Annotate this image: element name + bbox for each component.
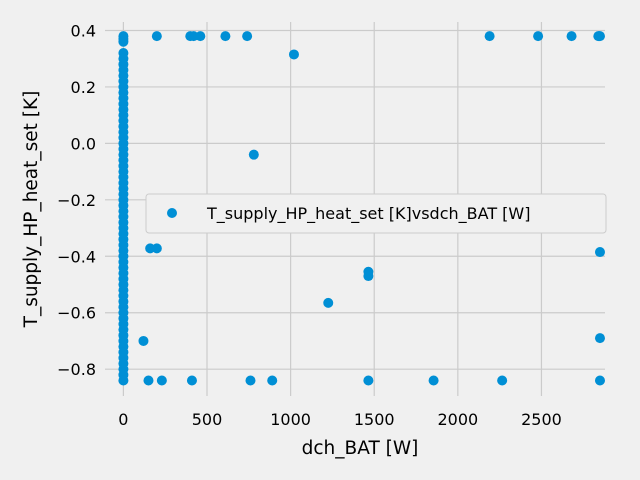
x-tick-label: 2000 bbox=[437, 410, 478, 429]
tick-labels: 0 500 1000 1500 2000 2500 −0.8 −0.6 −0.4 −0.2 0.0 0… bbox=[57, 21, 562, 429]
y-tick-label: −0.4 bbox=[57, 247, 96, 266]
x-axis-label: dch_BAT [W] bbox=[302, 438, 419, 459]
y-tick-label: 0.4 bbox=[71, 21, 96, 40]
legend: T_supply_HP_heat_set [K]vsdch_BAT [W] bbox=[145, 193, 607, 234]
data-point bbox=[594, 31, 605, 42]
x-tick-label: 500 bbox=[192, 410, 223, 429]
grid bbox=[105, 22, 605, 396]
legend-marker bbox=[167, 208, 177, 218]
data-point bbox=[594, 333, 605, 344]
x-tick-label: 1500 bbox=[354, 410, 395, 429]
y-tick-label: −0.6 bbox=[57, 304, 96, 323]
legend-box bbox=[145, 193, 607, 234]
data-point bbox=[566, 31, 577, 42]
data-points bbox=[118, 31, 605, 386]
data-point bbox=[245, 375, 256, 386]
data-point bbox=[594, 375, 605, 386]
y-axis-label: T_supply_HP_heat_set [K] bbox=[21, 91, 42, 329]
legend-label: T_supply_HP_heat_set [K]vsdch_BAT [W] bbox=[206, 204, 530, 224]
data-point bbox=[118, 36, 129, 47]
data-point bbox=[288, 49, 299, 60]
data-point bbox=[242, 31, 253, 42]
x-tick-label: 0 bbox=[118, 410, 128, 429]
data-point bbox=[323, 297, 334, 308]
data-point bbox=[484, 31, 495, 42]
data-point bbox=[594, 247, 605, 258]
data-point bbox=[267, 375, 278, 386]
data-point bbox=[220, 31, 231, 42]
data-point bbox=[248, 149, 259, 160]
data-point bbox=[195, 31, 206, 42]
data-point bbox=[156, 375, 167, 386]
data-point bbox=[143, 375, 154, 386]
y-tick-label: −0.8 bbox=[57, 360, 96, 379]
data-point bbox=[497, 375, 508, 386]
data-point bbox=[428, 375, 439, 386]
data-point bbox=[533, 31, 544, 42]
data-point bbox=[151, 243, 162, 254]
data-point bbox=[151, 31, 162, 42]
data-point bbox=[118, 375, 129, 386]
x-tick-label: 1000 bbox=[270, 410, 311, 429]
y-tick-label: 0.2 bbox=[71, 78, 96, 97]
data-point bbox=[138, 335, 149, 346]
y-tick-label: −0.2 bbox=[57, 191, 96, 210]
x-tick-label: 2500 bbox=[521, 410, 562, 429]
data-point bbox=[186, 375, 197, 386]
data-point bbox=[363, 375, 374, 386]
data-point bbox=[363, 271, 374, 282]
y-tick-label: 0.0 bbox=[71, 134, 96, 153]
